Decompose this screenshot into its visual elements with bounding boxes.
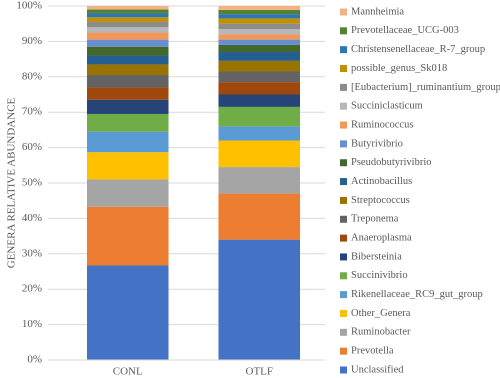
bar-segment <box>218 52 301 61</box>
bar-segment <box>218 71 301 83</box>
legend-label: Prevotellaceae_UCG-003 <box>351 25 459 36</box>
bar-segment <box>218 23 301 30</box>
bar-segment <box>86 87 169 100</box>
legend-swatch <box>340 253 347 261</box>
bar-segment <box>86 46 169 56</box>
y-tick-label: 80% <box>22 70 42 82</box>
legend-swatch <box>340 291 347 299</box>
legend-swatch <box>340 366 347 374</box>
bar-segment <box>86 21 169 28</box>
bar-segment <box>86 32 169 40</box>
bar-segment <box>218 239 301 360</box>
legend-label: Prevotella <box>351 346 394 357</box>
bar-segment <box>86 9 169 14</box>
bar-segment <box>218 14 301 19</box>
y-tick-label: 20% <box>22 283 42 295</box>
legend-label: Ruminococcus <box>351 119 413 130</box>
bar-segment <box>86 27 169 33</box>
bar-segment <box>86 39 169 47</box>
legend-swatch <box>340 178 347 186</box>
y-tick-label: 70% <box>22 106 42 118</box>
x-tick-label: CONL <box>113 366 143 378</box>
legend-label: Treponema <box>351 214 399 225</box>
legend-label: possible_genus_Sk018 <box>351 63 447 74</box>
bar-segment <box>218 126 301 141</box>
y-tick-label: 50% <box>22 177 42 189</box>
bar-segment <box>218 94 301 107</box>
bar-segment <box>86 113 169 132</box>
y-tick-label: 40% <box>22 212 42 224</box>
legend-label: Christensenellaceae_R-7_group <box>351 44 485 55</box>
legend-label: Butyrivibrio <box>351 138 403 149</box>
y-tick-label: 0% <box>27 354 42 366</box>
bar-segment <box>86 265 169 360</box>
legend-swatch <box>340 65 347 73</box>
legend-swatch <box>340 159 347 167</box>
legend-swatch <box>340 102 347 110</box>
bar-segment <box>86 6 169 10</box>
bar-segment <box>218 9 301 15</box>
legend-swatch <box>340 140 347 148</box>
y-tick-label: 60% <box>22 141 42 153</box>
bar-segment <box>218 106 301 127</box>
legend-swatch <box>340 234 347 242</box>
bar-segment <box>86 55 169 65</box>
legend-label: Rikenellaceae_RC9_gut_group <box>351 289 483 300</box>
bar-segment <box>218 44 301 53</box>
bar-segment <box>218 39 301 45</box>
bar-segment <box>86 152 169 180</box>
bar-segment <box>86 75 169 88</box>
y-tick-label: 90% <box>22 35 42 47</box>
y-axis-title: GENERA RELATIVE ABUNDANCE <box>6 97 18 268</box>
legend-swatch <box>340 328 347 336</box>
legend-swatch <box>340 196 347 204</box>
x-tick-label: OTLF <box>246 366 274 378</box>
bar-segment <box>218 167 301 194</box>
bar-segment <box>218 140 301 168</box>
legend-swatch <box>340 121 347 129</box>
legend-label: [Eubacterium]_ruminantium_group <box>351 82 500 93</box>
legend-swatch <box>340 347 347 355</box>
bar-segment <box>86 17 169 22</box>
legend-label: Actinobacillus <box>351 176 412 187</box>
legend-swatch <box>340 8 347 16</box>
y-tick-label: 100% <box>16 0 42 12</box>
bar-segment <box>86 64 169 76</box>
legend-swatch <box>340 46 347 54</box>
legend-swatch <box>340 215 347 223</box>
legend-label: Anaeroplasma <box>351 233 412 244</box>
legend-label: Unclassified <box>351 364 404 375</box>
y-tick-label: 10% <box>22 318 42 330</box>
bar-segment <box>86 206 169 266</box>
legend-label: Mannheimia <box>351 6 404 17</box>
bar-segment <box>218 6 301 10</box>
bar-segment <box>218 60 301 72</box>
bar-segment <box>218 82 301 95</box>
bar-segment <box>218 34 301 40</box>
bar-segment <box>86 179 169 207</box>
legend-swatch <box>340 272 347 280</box>
legend-swatch <box>340 83 347 91</box>
bar-segment <box>86 99 169 114</box>
bar-segment <box>218 18 301 24</box>
legend-label: Succiniclasticum <box>351 101 423 112</box>
bar-segment <box>86 131 169 153</box>
legend-swatch <box>340 309 347 317</box>
legend-label: Ruminobacter <box>351 327 411 338</box>
legend-label: Pseudobutyrivibrio <box>351 157 432 168</box>
legend-swatch <box>340 27 347 35</box>
y-tick-label: 30% <box>22 247 42 259</box>
legend-label: Bibersteinia <box>351 251 402 262</box>
bar-segment <box>218 193 301 240</box>
legend-label: Streptococcus <box>351 195 410 206</box>
legend-label: Other_Genera <box>351 308 411 319</box>
bar-segment <box>218 29 301 35</box>
legend-label: Succinivibrio <box>351 270 408 281</box>
bar-segment <box>86 13 169 18</box>
